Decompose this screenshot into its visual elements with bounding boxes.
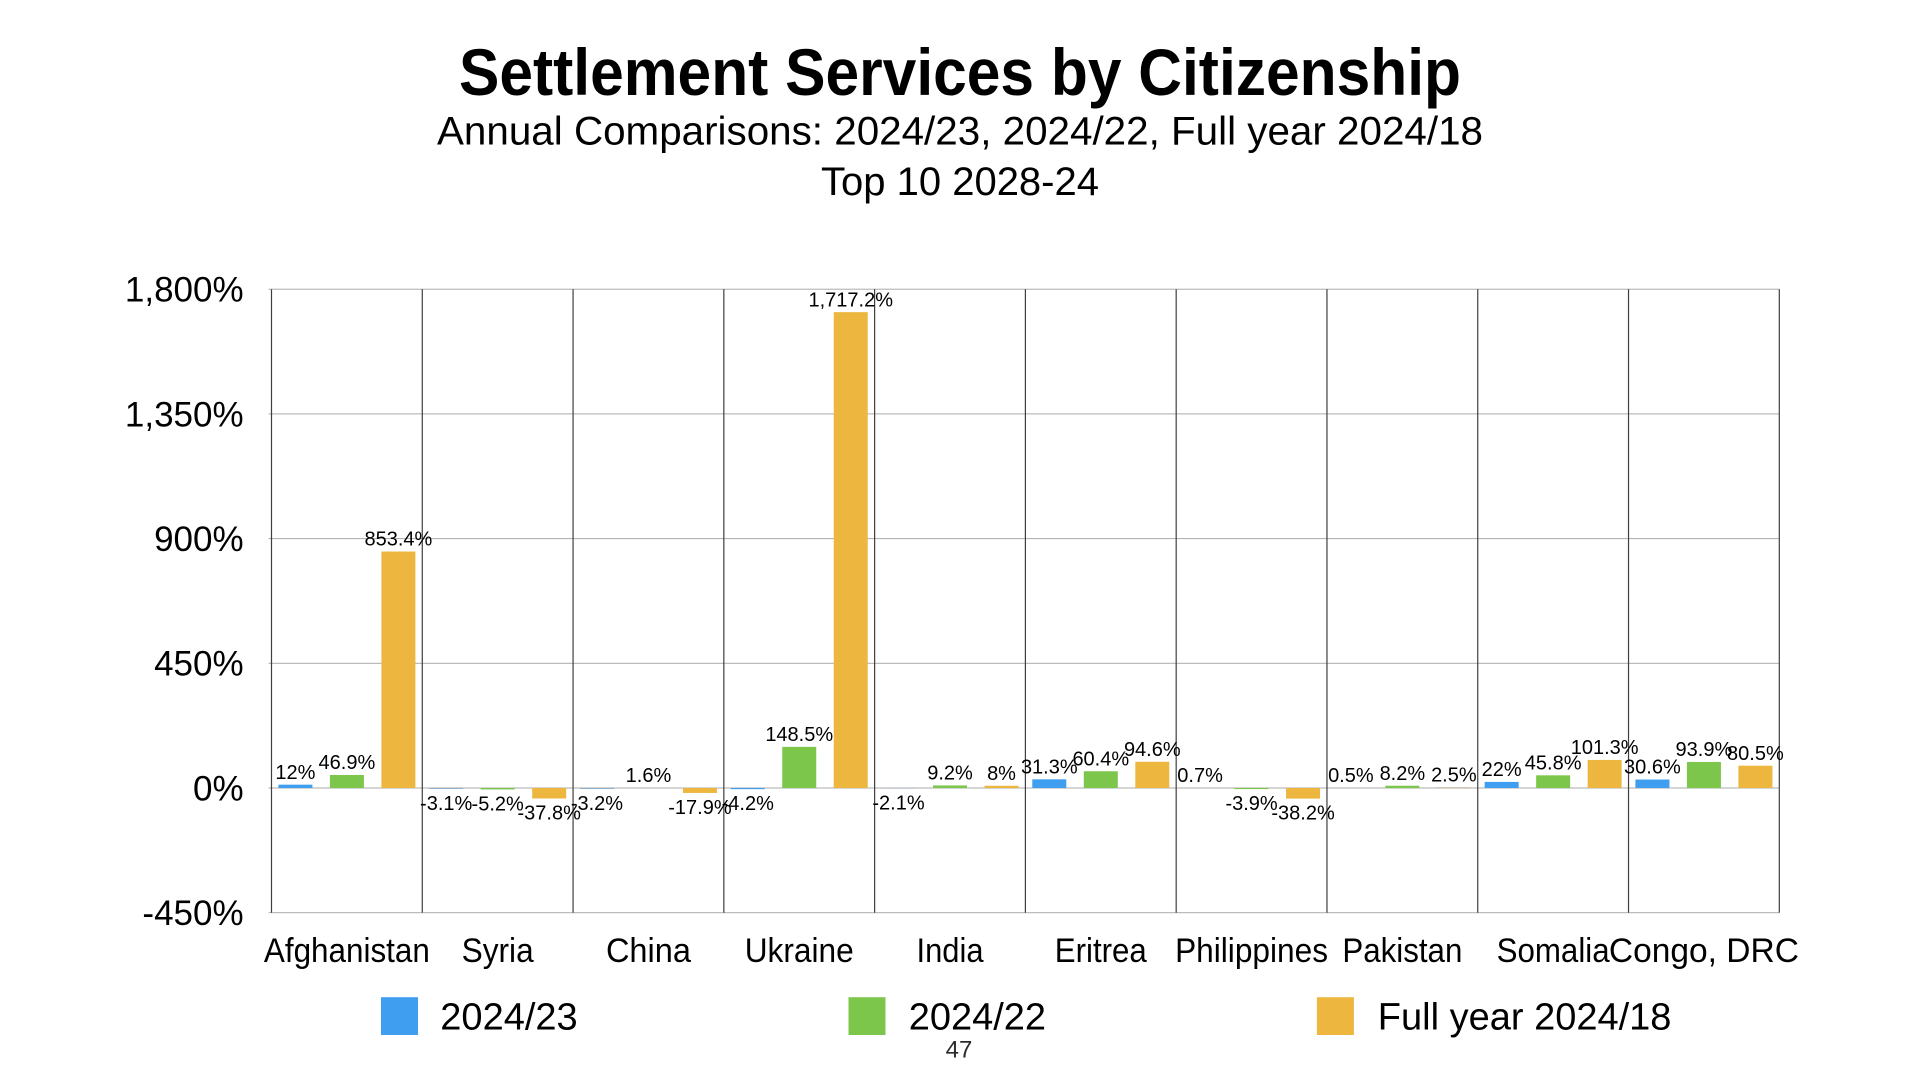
svg-text:94.6%: 94.6% [1124, 739, 1181, 761]
svg-text:8.2%: 8.2% [1380, 763, 1426, 785]
svg-text:60.4%: 60.4% [1072, 748, 1129, 770]
svg-text:1,350%: 1,350% [125, 395, 244, 434]
svg-text:Somalia: Somalia [1497, 932, 1610, 970]
svg-text:2.5%: 2.5% [1431, 765, 1477, 787]
svg-text:Eritrea: Eritrea [1055, 932, 1147, 970]
svg-text:80.5%: 80.5% [1727, 743, 1784, 765]
svg-text:-17.9%: -17.9% [668, 797, 732, 819]
svg-text:30.6%: 30.6% [1624, 757, 1681, 779]
svg-text:-450%: -450% [142, 894, 243, 933]
svg-text:46.9%: 46.9% [319, 752, 376, 774]
svg-text:2024/23: 2024/23 [440, 997, 577, 1039]
svg-text:1,800%: 1,800% [125, 271, 244, 310]
svg-text:-38.2%: -38.2% [1271, 802, 1335, 824]
svg-text:Full year 2024/18: Full year 2024/18 [1378, 997, 1672, 1039]
svg-text:47: 47 [946, 1037, 973, 1064]
svg-text:Ukraine: Ukraine [745, 932, 854, 970]
svg-text:Congo, DRC: Congo, DRC [1609, 932, 1799, 970]
svg-text:900%: 900% [154, 520, 244, 559]
svg-text:853.4%: 853.4% [364, 529, 432, 551]
svg-text:Top 10 2028-24: Top 10 2028-24 [821, 160, 1099, 204]
svg-text:0.7%: 0.7% [1177, 765, 1223, 787]
svg-text:450%: 450% [154, 645, 244, 684]
svg-text:Afghanistan: Afghanistan [264, 932, 430, 970]
svg-text:-3.2%: -3.2% [571, 793, 623, 815]
svg-text:-3.1%: -3.1% [420, 793, 472, 815]
svg-text:1.6%: 1.6% [626, 765, 672, 787]
svg-text:Settlement Services by Citizen: Settlement Services by Citizenship [459, 35, 1461, 109]
svg-text:Annual Comparisons: 2024/23, 2: Annual Comparisons: 2024/23, 2024/22, Fu… [437, 109, 1483, 153]
svg-text:45.8%: 45.8% [1525, 753, 1582, 775]
svg-text:Philippines: Philippines [1175, 932, 1328, 970]
svg-text:-2.1%: -2.1% [872, 792, 924, 814]
svg-text:12%: 12% [275, 762, 315, 784]
svg-text:22%: 22% [1482, 759, 1522, 781]
svg-text:0%: 0% [193, 769, 244, 808]
svg-text:-4.2%: -4.2% [722, 793, 774, 815]
svg-text:-5.2%: -5.2% [472, 793, 524, 815]
svg-text:India: India [917, 932, 984, 970]
svg-text:0.5%: 0.5% [1328, 765, 1374, 787]
svg-text:2024/22: 2024/22 [909, 997, 1046, 1039]
svg-text:-3.9%: -3.9% [1225, 793, 1277, 815]
svg-text:31.3%: 31.3% [1021, 757, 1078, 779]
svg-text:-37.8%: -37.8% [517, 802, 581, 824]
svg-text:9.2%: 9.2% [927, 763, 973, 785]
svg-text:China: China [606, 932, 691, 970]
svg-text:148.5%: 148.5% [765, 724, 833, 746]
svg-text:93.9%: 93.9% [1676, 739, 1733, 761]
svg-text:101.3%: 101.3% [1571, 737, 1639, 759]
svg-text:Syria: Syria [462, 932, 534, 970]
svg-text:Pakistan: Pakistan [1342, 932, 1462, 970]
svg-text:8%: 8% [987, 763, 1016, 785]
svg-text:1,717.2%: 1,717.2% [808, 289, 893, 311]
